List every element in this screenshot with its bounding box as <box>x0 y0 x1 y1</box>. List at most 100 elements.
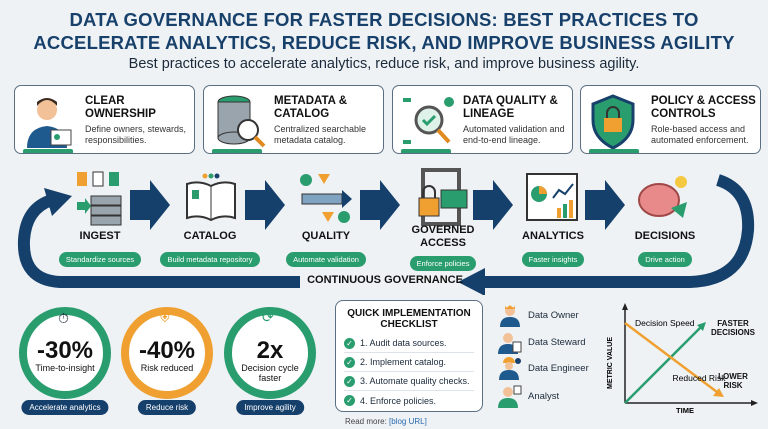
shield-down-icon: ⛨ <box>160 310 170 325</box>
page-title: DATA GOVERNANCE FOR FASTER DECISIONS: BE… <box>0 8 768 54</box>
pillar-card-policy: POLICY & ACCESS CONTROLS Role-based acces… <box>580 85 761 154</box>
read-more-label: Read more: <box>345 417 387 426</box>
flow-step-governed-access: GOVERNED ACCESS Enforce policies <box>388 224 498 271</box>
step-label: QUALITY <box>301 230 351 242</box>
role-data-steward: Data Steward <box>498 330 586 354</box>
metric-time-to-insight: -30% Time-to-insight <box>19 307 111 399</box>
pillar-desc: Define owners, stewards, responsibilitie… <box>85 124 187 145</box>
trend-chart: METRIC VALUE TIME Decision Speed Reduced… <box>607 303 758 415</box>
analytics-dashboard-icon <box>526 173 578 221</box>
quality-pipeline-icon <box>300 174 352 223</box>
step-pill: Drive action <box>638 252 692 267</box>
pillar-desc: Automated validation and end-to-end line… <box>463 124 565 145</box>
pillar-card-metadata: METADATA & CATALOG Centralized searchable… <box>203 85 384 154</box>
check-icon: ✓ <box>344 395 355 406</box>
checklist-item: ✓ 2. Implement catalog. <box>344 353 474 372</box>
data-steward-avatar-icon <box>498 333 522 354</box>
step-label: DECISIONS <box>634 230 696 242</box>
check-icon: ✓ <box>344 337 355 349</box>
data-owner-avatar-icon <box>500 305 520 327</box>
flow-step-catalog: CATALOG Build metadata repository <box>155 230 265 267</box>
checklist-item-text: 1. Audit data sources. <box>360 338 447 348</box>
accent-bar <box>401 149 451 153</box>
step-pill: Enforce policies <box>409 256 477 271</box>
catalog-book-icon <box>186 173 236 222</box>
implementation-checklist: QUICK IMPLEMENTATION CHECKLIST ✓ 1. Audit… <box>335 300 483 412</box>
metric-value: 2x <box>256 337 284 364</box>
pillar-title: POLICY & ACCESS CONTROLS <box>651 95 756 120</box>
step-pill: Build metadata repository <box>160 252 260 267</box>
title-line-1: DATA GOVERNANCE FOR FASTER DECISIONS: BE… <box>69 9 699 30</box>
checklist-item-text: 2. Implement catalog. <box>360 357 447 367</box>
accent-bar <box>23 149 73 153</box>
checklist-item: ✓ 3. Automate quality checks. <box>344 372 474 391</box>
metric-label: Risk reduced <box>140 363 194 373</box>
person-badge-icon <box>27 98 72 148</box>
continuous-loop-arrow-left <box>17 194 300 288</box>
step-pill: Standardize sources <box>58 252 142 267</box>
y-axis-label: METRIC VALUE <box>607 337 614 389</box>
check-icon: ✓ <box>344 375 355 387</box>
loop-arrowhead <box>44 188 72 216</box>
magnifier-check-icon <box>403 97 454 144</box>
page-subtitle: Best practices to accelerate analytics, … <box>128 56 640 72</box>
pillar-title: DATA QUALITY & LINEAGE <box>463 95 558 120</box>
governed-access-gate-icon <box>418 168 468 226</box>
pillar-card-quality: DATA QUALITY & LINEAGE Automated validati… <box>392 85 573 154</box>
step-label: INGEST <box>79 230 121 242</box>
checklist-item-text: 3. Automate quality checks. <box>360 376 470 386</box>
pillar-desc: Centralized searchable metadata catalog. <box>274 124 367 145</box>
continuous-governance-label: CONTINUOUS GOVERNANCE <box>307 274 463 286</box>
x-axis-label: TIME <box>676 406 694 415</box>
continuous-loop-arrow <box>480 174 755 288</box>
read-more: Read more: [blog URL] <box>345 417 427 426</box>
title-line-2: ACCELERATE ANALYTICS, REDUCE RISK, AND I… <box>33 32 735 53</box>
check-icon: ✓ <box>344 356 355 368</box>
role-analyst: Analyst <box>498 384 559 408</box>
flow-step-decisions: DECISIONS Drive action <box>610 230 720 267</box>
metric-pill: Accelerate analytics <box>21 400 109 415</box>
flow-step-ingest: INGEST Standardize sources <box>45 230 155 267</box>
data-engineer-avatar-icon <box>499 357 521 380</box>
role-label: Analyst <box>528 390 560 402</box>
pillar-desc: Role-based access and automated enforcem… <box>651 124 749 145</box>
blog-link[interactable]: [blog URL] <box>389 417 427 426</box>
stopwatch-icon: ⏱ <box>58 310 69 326</box>
cycle-target-icon: ⟳ <box>262 309 274 325</box>
flow-step-quality: QUALITY Automate validation <box>271 230 381 267</box>
accent-bar <box>212 149 262 153</box>
checklist-title: QUICK IMPLEMENTATION CHECKLIST <box>347 308 471 330</box>
metric-label: Time-to-insight <box>35 363 95 373</box>
role-label: Data Engineer <box>528 362 589 374</box>
database-search-icon <box>217 95 266 148</box>
metric-value: -30% <box>36 337 94 364</box>
lower-risk-label: LOWER RISK <box>718 372 748 390</box>
step-label: ANALYTICS <box>522 230 584 242</box>
pillar-title: METADATA & CATALOG <box>274 95 348 120</box>
pillar-card-ownership: CLEAR OWNERSHIP Define owners, stewards, … <box>14 85 195 154</box>
flow-arrow <box>360 180 400 230</box>
lower-risk-line <box>624 322 722 396</box>
flow-arrow <box>130 180 170 230</box>
role-data-engineer: Data Engineer <box>498 356 589 380</box>
ingest-servers-icon <box>77 171 122 226</box>
flow-arrow <box>473 180 513 230</box>
loop-arrowhead <box>458 268 485 295</box>
checklist-item: ✓ 4. Enforce policies. <box>344 391 474 410</box>
decision-speed-label: Decision Speed <box>635 318 695 328</box>
shield-lock-icon <box>591 94 635 150</box>
metric-label: Decision cycle faster <box>241 363 299 383</box>
faster-decisions-label: FASTER DECISIONS <box>710 319 755 337</box>
flow-arrow <box>585 180 625 230</box>
checklist-item-text: 4. Enforce policies. <box>360 395 437 406</box>
step-pill: Faster insights <box>521 252 585 267</box>
step-label: CATALOG <box>183 230 237 242</box>
metric-decision-cycle: 2x Decision cycle faster <box>224 307 316 399</box>
decisions-brain-icon <box>638 176 687 218</box>
accent-bar <box>589 149 639 153</box>
role-label: Data Owner <box>528 309 579 321</box>
role-label: Data Steward <box>528 336 586 348</box>
metric-pill: Reduce risk <box>137 400 197 415</box>
analyst-avatar-icon <box>498 385 522 408</box>
flow-step-analytics: ANALYTICS Faster insights <box>498 230 608 267</box>
